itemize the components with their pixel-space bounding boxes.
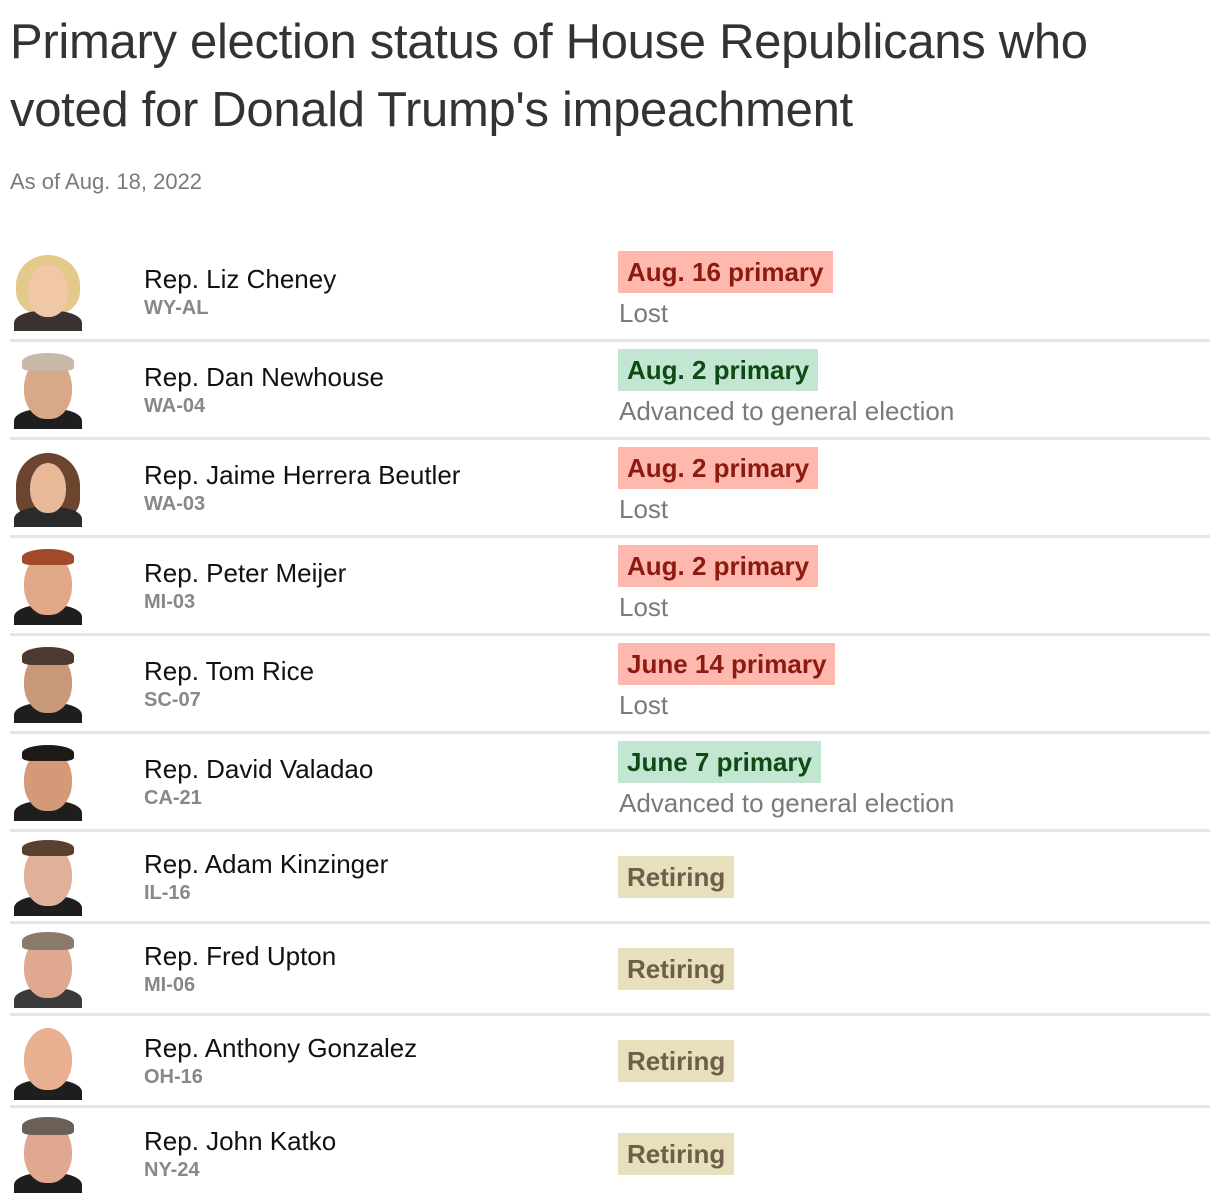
primary-badge: Aug. 2 primary bbox=[618, 348, 819, 391]
retiring-badge: Retiring bbox=[618, 1039, 735, 1082]
status-table: Rep. Liz Cheney WY-AL Aug. 16 primary Lo… bbox=[10, 244, 1210, 1200]
avatar bbox=[12, 930, 84, 1008]
primary-badge: Aug. 2 primary bbox=[618, 544, 819, 587]
result-text: Lost bbox=[619, 591, 669, 622]
result-text: Lost bbox=[619, 297, 669, 328]
result-text: Lost bbox=[619, 493, 669, 524]
table-row: Rep. Tom Rice SC-07 June 14 primary Lost bbox=[10, 636, 1210, 734]
rep-name: Rep. Liz Cheney bbox=[144, 263, 337, 294]
rep-district: MI-03 bbox=[144, 590, 196, 613]
primary-badge: June 14 primary bbox=[618, 642, 836, 685]
primary-badge: Aug. 16 primary bbox=[618, 250, 833, 293]
rep-name: Rep. Fred Upton bbox=[144, 940, 337, 971]
rep-name: Rep. Anthony Gonzalez bbox=[144, 1032, 418, 1063]
title-line-1: Primary election status of House Republi… bbox=[10, 15, 1088, 69]
rep-name: Rep. Dan Newhouse bbox=[144, 361, 384, 392]
avatar bbox=[12, 351, 84, 429]
rep-district: IL-16 bbox=[144, 881, 191, 904]
table-row: Rep. Jaime Herrera Beutler WA-03 Aug. 2 … bbox=[10, 440, 1210, 538]
rep-district: WY-AL bbox=[144, 296, 209, 319]
result-text: Advanced to general election bbox=[619, 787, 955, 818]
rep-name: Rep. John Katko bbox=[144, 1126, 337, 1156]
rep-district: SC-07 bbox=[144, 688, 201, 711]
rep-district: MI-06 bbox=[144, 973, 196, 996]
primary-badge: Aug. 2 primary bbox=[618, 446, 819, 489]
avatar bbox=[12, 743, 84, 821]
avatar bbox=[12, 1115, 84, 1193]
retiring-badge: Retiring bbox=[618, 947, 735, 990]
avatar bbox=[12, 449, 84, 527]
rep-name: Rep. Adam Kinzinger bbox=[144, 848, 389, 879]
table-row: Rep. Peter Meijer MI-03 Aug. 2 primary L… bbox=[10, 538, 1210, 636]
avatar bbox=[12, 253, 84, 331]
retiring-badge: Retiring bbox=[618, 1133, 735, 1175]
table-row: Rep. John Katko NY-24 Retiring bbox=[10, 1108, 1210, 1200]
rep-name: Rep. Jaime Herrera Beutler bbox=[144, 459, 461, 490]
rep-name: Rep. Tom Rice bbox=[144, 655, 315, 686]
avatar bbox=[12, 645, 84, 723]
chart-title: Primary election status of House Republi… bbox=[10, 0, 1210, 144]
table-row: Rep. Liz Cheney WY-AL Aug. 16 primary Lo… bbox=[10, 244, 1210, 342]
rep-district: WA-03 bbox=[144, 492, 206, 515]
table-row: Rep. Fred Upton MI-06 Retiring bbox=[10, 924, 1210, 1016]
table-row: Rep. Anthony Gonzalez OH-16 Retiring bbox=[10, 1016, 1210, 1108]
avatar bbox=[12, 547, 84, 625]
table-row: Rep. Adam Kinzinger IL-16 Retiring bbox=[10, 832, 1210, 924]
rep-district: WA-04 bbox=[144, 394, 206, 417]
chart-subtitle: As of Aug. 18, 2022 bbox=[10, 169, 203, 194]
rep-name: Rep. David Valadao bbox=[144, 753, 374, 784]
avatar bbox=[12, 838, 84, 916]
retiring-badge: Retiring bbox=[618, 855, 735, 898]
avatar bbox=[12, 1022, 84, 1100]
title-line-2: voted for Donald Trump's impeachment bbox=[10, 83, 853, 137]
rep-name: Rep. Peter Meijer bbox=[144, 557, 347, 588]
result-text: Advanced to general election bbox=[619, 395, 955, 426]
rep-district: OH-16 bbox=[144, 1065, 203, 1088]
primary-badge: June 7 primary bbox=[618, 740, 821, 783]
result-text: Lost bbox=[619, 689, 669, 720]
rep-district: CA-21 bbox=[144, 786, 202, 809]
table-row: Rep. Dan Newhouse WA-04 Aug. 2 primary A… bbox=[10, 342, 1210, 440]
rep-district: NY-24 bbox=[144, 1159, 200, 1181]
table-row: Rep. David Valadao CA-21 June 7 primary … bbox=[10, 734, 1210, 832]
